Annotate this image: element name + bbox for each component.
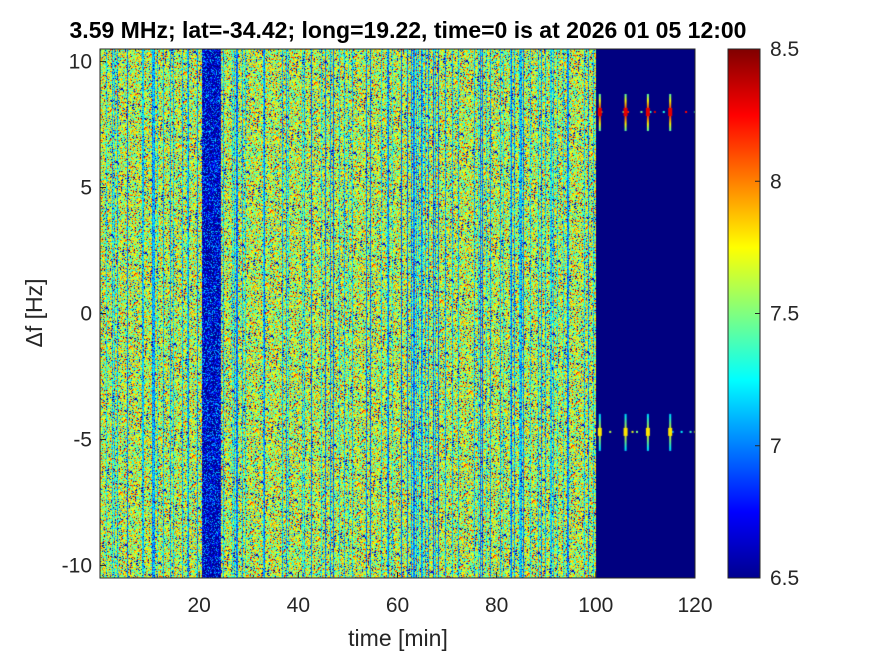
y-tick-label: 10 [69,51,92,74]
x-tick-label: 60 [386,594,409,617]
x-tick-label: 120 [677,594,712,617]
y-tick-label: -10 [62,554,92,577]
y-axis-label: Δf [Hz] [21,278,47,347]
x-tick-label: 100 [578,594,613,617]
plot-area [99,48,696,579]
colorbar-tick-label: 7.5 [770,303,799,326]
colorbar: 8.5 8 7.5 7 6.5 [727,38,799,590]
y-tick-label: -5 [73,428,92,451]
colorbar-tick-label: 8.5 [770,38,799,61]
heatmap-image [100,49,695,578]
colorbar-tick-label: 7 [770,435,782,458]
x-tick-label: 20 [187,594,210,617]
x-tick-label: 40 [287,594,310,617]
colorbar-tick-label: 8 [770,170,782,193]
chart-title: 3.59 MHz; lat=-34.42; long=19.22, time=0… [70,17,747,43]
x-axis: 20 40 60 80 100 120 [187,572,713,617]
colorbar-tick-label: 6.5 [770,567,799,590]
colorbar-scale [727,48,761,579]
x-axis-label: time [min] [348,625,448,651]
y-tick-label: 0 [80,303,92,326]
y-axis: 10 5 0 -5 -10 [62,51,106,577]
x-tick-label: 80 [485,594,508,617]
colorbar-ticks: 8.5 8 7.5 7 6.5 [755,38,799,590]
y-tick-label: 5 [80,177,92,200]
